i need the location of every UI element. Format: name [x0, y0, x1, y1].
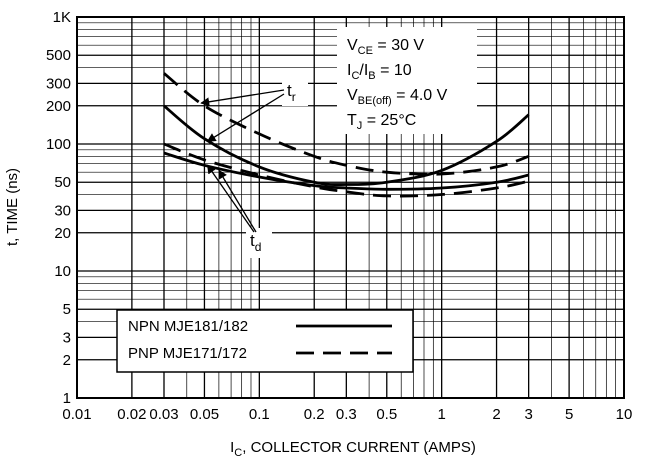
y-tick-labels: 1 2 3 5 10 20 30 50 100 200 300 500 1K — [46, 9, 71, 407]
y-tick-label: 5 — [63, 301, 71, 318]
y-tick-label: 10 — [54, 263, 71, 280]
plot-frame — [76, 16, 625, 399]
y-axis-title: t, TIME (ns) — [4, 168, 21, 246]
x-tick-label: 5 — [565, 406, 573, 423]
y-tick-label: 200 — [46, 98, 71, 115]
y-tick-label: 500 — [46, 47, 71, 64]
condition-line: TJ = 25°C — [347, 112, 416, 132]
legend: NPN MJE181/182 PNP MJE171/172 — [128, 318, 392, 362]
x-axis-title: IC, COLLECTOR CURRENT (AMPS) — [230, 439, 476, 459]
x-tick-label: 1 — [437, 406, 445, 423]
series-line-tr-solid — [163, 104, 530, 186]
callout-arrow — [200, 89, 285, 107]
x-tick-label: 0.01 — [62, 406, 91, 423]
x-tick-label: 0.05 — [190, 406, 219, 423]
y-tick-label: 300 — [46, 75, 71, 92]
y-tick-label: 30 — [54, 202, 71, 219]
series-line-td-dashed — [163, 142, 530, 198]
y-tick-label: 1K — [53, 9, 71, 26]
td-callout-bg — [246, 228, 272, 258]
x-tick-label: 10 — [616, 406, 633, 423]
y-tick-label: 1 — [63, 390, 71, 407]
x-tick-label: 0.2 — [304, 406, 325, 423]
x-tick-label: 0.5 — [376, 406, 397, 423]
condition-line: VBE(off) = 4.0 V — [347, 87, 448, 107]
y-tick-label: 100 — [46, 136, 71, 153]
series-line-td-solid — [163, 151, 530, 191]
x-tick-labels: 0.01 0.02 0.03 0.05 0.1 0.2 0.3 0.5 1 2 3 5 10 — [62, 406, 632, 423]
conditions-box — [337, 27, 477, 134]
y-tick-label: 2 — [63, 352, 71, 369]
legend-box — [116, 309, 414, 373]
y-tick-label: 50 — [54, 174, 71, 191]
x-tick-label: 0.1 — [249, 406, 270, 423]
x-tick-label: 2 — [492, 406, 500, 423]
legend-label: NPN MJE181/182 — [128, 318, 248, 335]
callout-label: tr — [287, 81, 296, 104]
condition-line: IC/IB = 10 — [347, 62, 412, 82]
x-tick-label: 0.3 — [336, 406, 357, 423]
callout-arrow — [206, 164, 255, 233]
series-line-tr-dashed — [163, 72, 530, 176]
callout-arrow — [206, 93, 285, 142]
callouts: tr td — [250, 81, 296, 254]
callout-arrow — [218, 169, 257, 233]
y-tick-label: 3 — [63, 329, 71, 346]
legend-label: PNP MJE171/172 — [128, 345, 247, 362]
y-tick-label: 20 — [54, 225, 71, 242]
tr-callout-bg — [282, 78, 308, 106]
x-tick-label: 3 — [524, 406, 532, 423]
x-tick-label: 0.02 — [117, 406, 146, 423]
series — [163, 72, 530, 198]
x-tick-label: 0.03 — [149, 406, 178, 423]
conditions: VCE = 30 V IC/IB = 10 VBE(off) = 4.0 V TJ =… — [347, 37, 448, 132]
callout-arrows — [200, 89, 285, 233]
callout-label: td — [250, 231, 261, 254]
condition-line: VCE = 30 V — [347, 37, 424, 57]
